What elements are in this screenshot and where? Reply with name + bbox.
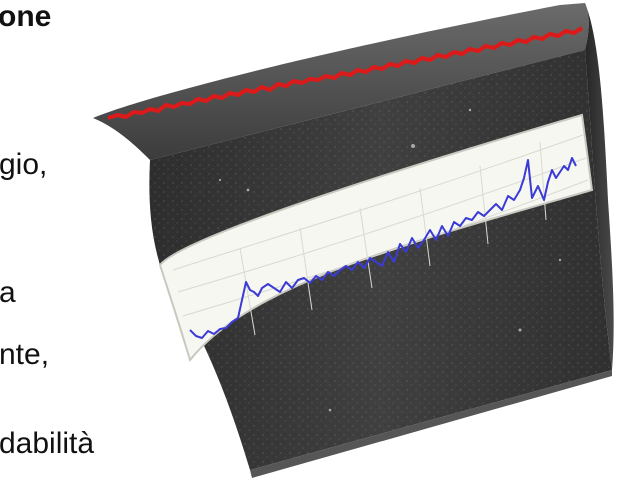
- chart-trace: [189, 157, 577, 339]
- text-fragment-gio: gio,: [0, 148, 48, 181]
- text-fragment-one: one: [0, 0, 52, 33]
- text-fragment-nte: nte,: [0, 338, 50, 371]
- road-right-edge: [585, 3, 614, 370]
- surface-profile-line: [107, 26, 584, 120]
- chart-panel: [158, 113, 594, 363]
- text-fragment-a: a: [0, 276, 16, 309]
- text-fragment-dabilita: dabilità: [0, 427, 95, 460]
- road-top-lip: [93, 3, 589, 160]
